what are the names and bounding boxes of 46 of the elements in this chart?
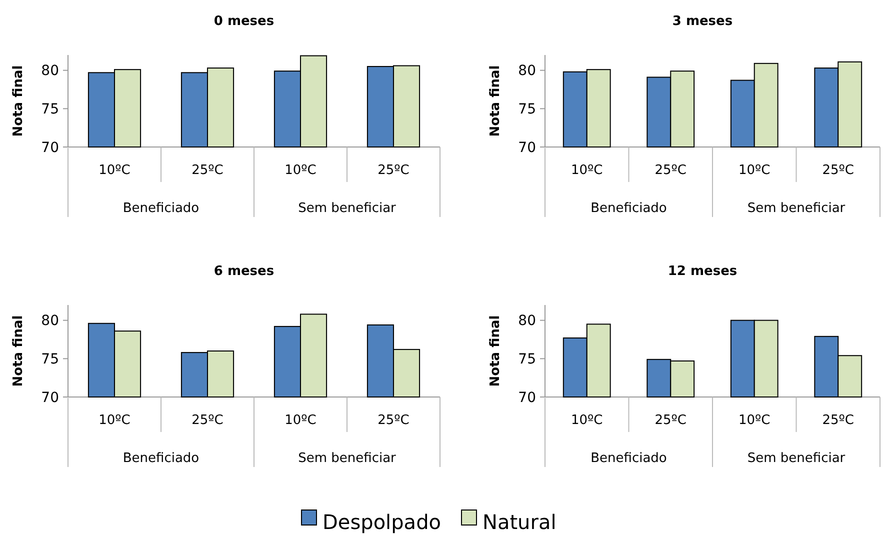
y-tick-label: 70 — [518, 390, 536, 406]
y-tick-label: 75 — [41, 352, 59, 368]
x-tick-label: 25ºC — [192, 163, 224, 178]
text: Sem beneficiar — [298, 201, 397, 216]
chart-title: 3 meses — [672, 14, 733, 29]
x-tick-label: 10ºC — [571, 163, 603, 178]
x-tick-label: 25ºC — [822, 413, 854, 428]
y-axis-title: Nota final — [11, 315, 26, 387]
text: Sem beneficiar — [298, 451, 397, 466]
y-tick-label: 80 — [518, 63, 536, 80]
y-tick-label: 75 — [41, 102, 59, 118]
x-tick-label: 25ºC — [192, 413, 224, 428]
x-tick-label: 25ºC — [822, 163, 854, 178]
text: Sem beneficiar — [747, 201, 846, 216]
chart-title: 6 meses — [214, 264, 274, 279]
legend-label: Despolpado — [322, 510, 441, 534]
y-tick-label: 70 — [41, 390, 59, 406]
y-axis-title: Nota final — [11, 65, 26, 137]
y-tick-label: 70 — [41, 140, 59, 156]
y-tick-label: 80 — [41, 63, 59, 80]
y-tick-label: 80 — [41, 313, 59, 330]
text: Sem beneficiar — [747, 451, 846, 466]
x-tick-label: 25ºC — [654, 413, 686, 428]
y-tick-label: 75 — [518, 102, 536, 118]
y-axis-title: Nota final — [488, 315, 503, 387]
y-tick-label: 75 — [518, 352, 536, 368]
x-tick-label: 10ºC — [284, 163, 316, 178]
x-tick-label: 10ºC — [284, 413, 316, 428]
x-tick-label: 25ºC — [378, 163, 410, 178]
text: Beneficiado — [122, 451, 200, 466]
y-axis-title: Nota final — [488, 65, 503, 137]
chart-title: 0 meses — [214, 14, 274, 29]
x-tick-label: 25ºC — [378, 413, 410, 428]
text: Beneficiado — [590, 451, 667, 466]
text: Beneficiado — [122, 201, 200, 216]
x-tick-label: 10ºC — [98, 413, 130, 428]
chart-title: 12 meses — [668, 264, 738, 279]
y-tick-label: 80 — [518, 313, 536, 330]
x-tick-label: 25ºC — [654, 163, 686, 178]
y-tick-label: 70 — [518, 140, 536, 156]
legend-label: Natural — [482, 510, 556, 534]
text: Beneficiado — [590, 201, 667, 216]
x-tick-label: 10ºC — [571, 413, 603, 428]
x-tick-label: 10ºC — [98, 163, 130, 178]
x-tick-label: 10ºC — [738, 163, 770, 178]
x-tick-label: 10ºC — [738, 413, 770, 428]
